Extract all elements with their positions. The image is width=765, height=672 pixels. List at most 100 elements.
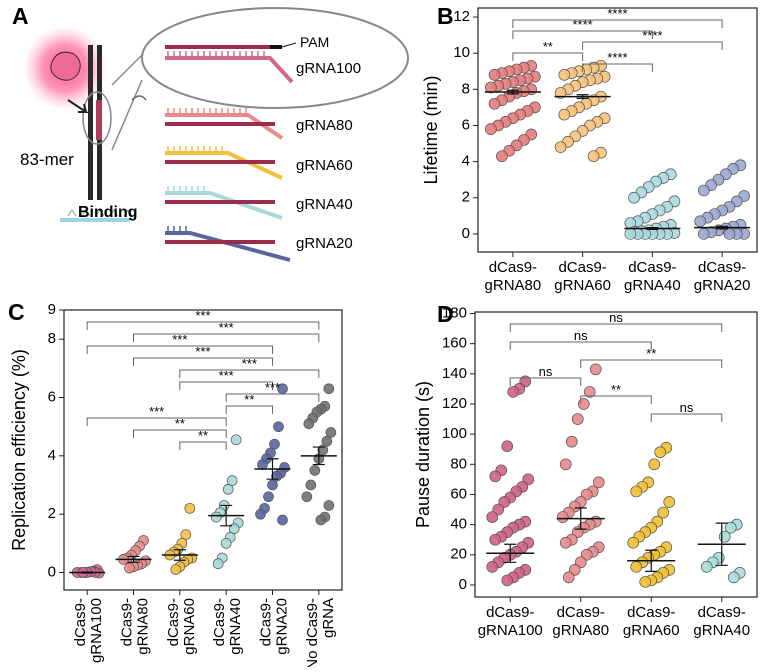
error-bar [266,458,279,480]
data-point [657,506,670,519]
oligo-label: 83-mer [20,150,74,169]
data-point [562,571,575,584]
y-axis-label: Lifetime (min) [421,75,441,184]
plot-frame [474,311,758,598]
significance-label: ** [198,428,208,443]
data-point [230,434,242,446]
base-pairs [167,186,205,191]
x-tick-label: gRNA100 [478,622,543,639]
data-point [558,69,571,81]
strand-label: gRNA100 [296,60,361,77]
significance-label: ** [611,382,621,397]
significance-label: ** [543,39,553,54]
data-point [226,475,238,486]
y-tick-label: 2 [462,189,470,206]
data-point [489,470,502,483]
error-bar [312,446,325,466]
error-bar [506,89,519,95]
panel-label: B [437,3,454,29]
error-bar [220,504,233,527]
data-point [630,560,643,573]
error-bar [645,549,658,572]
y-tick-label: 180 [442,304,467,321]
pam-site [270,45,282,49]
x-tick-label: dCas9- [257,598,274,646]
data-point [180,529,192,540]
panel-label: A [12,3,29,29]
data-point [558,108,571,121]
significance-bracket [509,323,723,332]
panel-a: A 83-mer Binding PAM gRNA100 gRNA80 [12,3,409,262]
dna-strand [88,45,93,200]
significance-bracket [509,377,582,386]
significance-bracket [179,369,320,378]
base-pairs [167,146,223,151]
significance-label: **** [573,17,593,32]
data-point [303,418,315,430]
significance-bracket [86,417,227,426]
data-point [654,446,667,459]
data-point [485,81,497,94]
significance-bracket [512,30,653,39]
data-point [170,564,182,575]
data-point [624,228,637,240]
base-pairs [167,226,187,231]
significance-label: ** [175,416,185,431]
zoom-circle [82,91,112,145]
y-tick-label: 6 [48,388,56,405]
significance-label: *** [219,368,234,383]
binding-label: Binding [78,204,138,221]
y-tick-label: 100 [442,425,467,442]
x-tick-label: gRNA20 [273,598,290,655]
y-tick-label: 120 [442,395,467,412]
y-tick-label: 140 [442,365,467,382]
x-tick-label: gRNA60 [623,622,680,639]
data-point [255,508,266,520]
pam-pointer [281,42,297,48]
significance-bracket [512,19,723,28]
significance-bracket [86,345,273,354]
y-axis-label: Replication efficiency (%) [9,349,29,551]
y-tick-label: 6 [462,116,470,133]
x-tick-label: gRNA80 [552,622,609,639]
data-point [496,150,508,163]
data-point [559,536,572,549]
data-point [184,502,196,514]
data-point [554,141,567,154]
y-tick-label: 4 [462,153,470,170]
strand-80: gRNA80 [165,108,353,140]
panel-label: C [8,299,25,325]
arrow [67,99,90,113]
error-bar [173,549,186,561]
x-tick-label: gRNA60 [554,277,611,294]
strand-60: gRNA60 [165,146,353,180]
data-point [589,363,602,376]
x-tick-label: gRNA40 [227,598,244,655]
x-tick-label: dCas9- [557,604,605,621]
significance-label: **** [607,50,627,65]
data-point [323,383,335,395]
data-point [301,491,313,503]
significance-label: ** [646,346,656,361]
significance-label: *** [172,332,187,347]
panel-label: D [437,301,454,327]
y-tick-label: 0 [462,225,470,242]
data-point [257,459,268,470]
error-bar [576,94,589,99]
x-tick-label: gRNA100 [88,598,105,663]
data-point [267,479,278,491]
y-tick-label: 20 [450,546,467,563]
significance-bracket [225,405,273,414]
significance-label: **** [607,6,627,21]
significance-bracket [580,395,652,404]
x-tick-label: gRNA60 [181,598,198,655]
data-point [583,386,596,398]
significance-bracket [509,341,652,350]
significance-label: ns [539,364,553,379]
zoom-line [111,54,143,86]
target-strand [165,200,275,204]
data-point [565,435,578,448]
data-point [628,191,640,204]
data-point [124,562,135,574]
